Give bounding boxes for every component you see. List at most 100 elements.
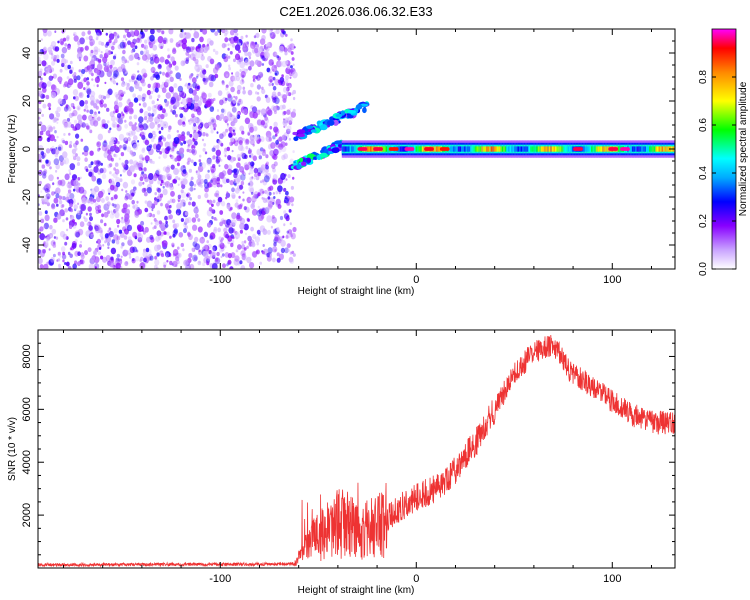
spectrogram-cell (186, 148, 190, 153)
spectrogram-cell (51, 76, 54, 79)
spectrogram-cell (539, 146, 542, 152)
spectrogram-cell (160, 113, 165, 120)
spectrogram-cell (190, 179, 193, 182)
spectrogram-cell (115, 262, 121, 269)
spectrogram-cell (207, 182, 212, 188)
spectrogram-cell (240, 152, 245, 157)
spectrogram-cell (156, 210, 161, 215)
spectrogram-cell (238, 144, 244, 151)
spectrogram-cell (154, 53, 158, 59)
spectrogram-cell (111, 239, 116, 244)
spectrogram-cell (122, 203, 128, 210)
spectrogram-cell (109, 163, 113, 168)
spectrogram-cell (107, 154, 113, 161)
spectrogram-cell (190, 159, 194, 164)
spectrogram-cell (192, 147, 195, 151)
spectrogram-cell (273, 161, 278, 167)
spectrogram-cell (128, 86, 133, 91)
spectrogram-cell (121, 188, 124, 192)
spectrogram-cell (332, 119, 339, 126)
spectrogram-cell (243, 223, 249, 231)
spectrogram-cell (154, 259, 160, 266)
spectrogram-cell (129, 159, 134, 165)
spectrogram-cell (109, 77, 112, 81)
spectrogram-cell (219, 210, 224, 215)
spectrogram-cell (519, 146, 522, 152)
spectrogram-cell (434, 146, 437, 152)
spectrogram-cell (135, 249, 139, 253)
spectrogram-cell (57, 179, 63, 186)
spectrogram-cell (415, 146, 418, 152)
spectrogram-cell (287, 174, 291, 179)
spectrogram-cell (143, 44, 148, 50)
spectrogram-cell (80, 254, 85, 260)
spectrogram-cell (182, 178, 188, 186)
spectrogram-cell (41, 60, 47, 67)
spectrogram-cell (259, 188, 264, 194)
spectrogram-cell (192, 224, 198, 231)
spectrogram-cell (286, 125, 292, 132)
spectrogram-cell (82, 152, 84, 155)
spectrogram-cell (245, 139, 250, 145)
spectrogram-cell (124, 249, 128, 254)
spectrogram-cell (620, 147, 630, 151)
spectrogram-cell (124, 213, 130, 220)
spectrogram-cell (122, 68, 126, 74)
spectrogram-cell (81, 197, 88, 205)
spectrogram-cell (239, 61, 245, 69)
spectrogram-cell (249, 111, 255, 119)
spectrogram-cell (80, 73, 84, 77)
spectrogram-cell (240, 35, 244, 40)
spectrogram-cell (172, 47, 176, 53)
spectrogram-cell (178, 232, 184, 238)
spectrogram-cell (174, 157, 178, 162)
spectrogram-cell (278, 45, 285, 53)
spectrogram-cell (290, 111, 296, 118)
spectrogram-cell (136, 62, 140, 66)
spectrogram-cell (256, 96, 261, 102)
spectrogram-cell (112, 55, 117, 60)
spectrogram-cell (56, 203, 59, 207)
spectrogram-cell (58, 266, 62, 269)
spectrogram-cell (248, 164, 252, 169)
spectrogram-cell (111, 173, 114, 177)
spectrogram-cell (141, 170, 145, 175)
spectrogram-cell (122, 113, 125, 117)
spectrogram-cell (209, 251, 216, 259)
spectrogram-cell (193, 122, 197, 127)
spectrogram-cell (53, 117, 58, 122)
spectrogram-cell (234, 182, 237, 187)
spectrogram-cell (503, 146, 506, 152)
spectrogram-cell (335, 113, 343, 118)
spectrogram-cell (454, 146, 457, 152)
spectrogram-cell (137, 236, 143, 243)
spectrogram-cell (189, 180, 194, 187)
spectrogram-cell (136, 37, 141, 43)
spectrogram-cell (267, 196, 271, 200)
spectrogram-xlabel: Height of straight line (km) (298, 286, 415, 297)
spectrogram-cell (107, 242, 110, 247)
spectrogram-cell (231, 239, 235, 244)
spectrogram-cell (115, 181, 121, 188)
spectrogram-cell (126, 224, 133, 232)
spectrogram-cell (40, 218, 45, 224)
spectrogram-cell (56, 106, 61, 113)
spectrogram-cell (181, 98, 187, 106)
spectrogram-cell (130, 179, 136, 185)
spectrogram-cell (40, 38, 43, 41)
spectrogram-cell (256, 209, 262, 217)
spectrogram-cell (262, 244, 265, 247)
spectrogram-cell (204, 151, 208, 155)
spectrogram-cell (268, 59, 274, 66)
spectrogram-cell (46, 80, 52, 87)
spectrogram-cell (94, 225, 100, 232)
spectrogram-cell (54, 47, 58, 52)
spectrogram-cell (177, 194, 182, 199)
spectrogram-cell (99, 232, 104, 238)
spectrogram-cell (211, 170, 216, 177)
spectrogram-cell (599, 146, 602, 152)
spectrogram-cell (167, 200, 171, 205)
spectrogram-cell (84, 104, 89, 110)
spectrogram-cell (285, 33, 288, 37)
